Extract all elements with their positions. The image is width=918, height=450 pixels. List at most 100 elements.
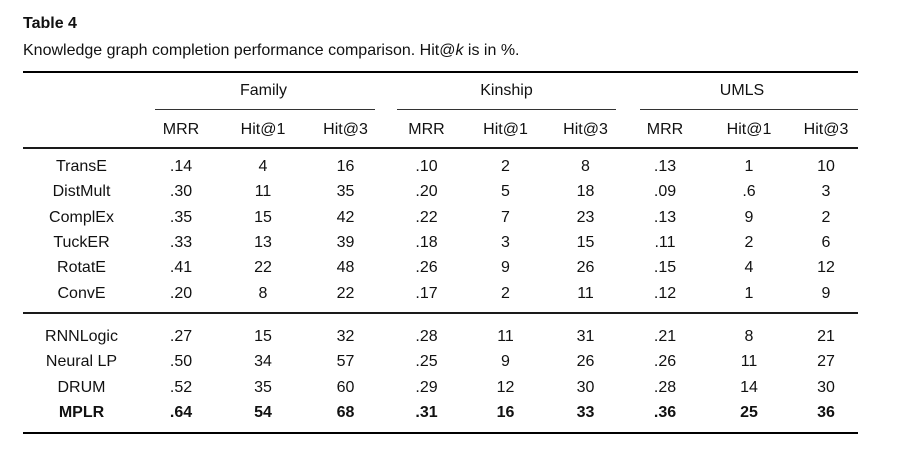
metric-value: .20 xyxy=(415,182,438,200)
metric-value: 39 xyxy=(336,233,355,251)
metric-value: 68 xyxy=(336,403,355,421)
metric-value: 9 xyxy=(821,284,831,302)
col-header-hit3: Hit@3 xyxy=(323,120,368,138)
metric-value: 31 xyxy=(576,327,595,345)
table-row: DRUM .52 35 60 .29 12 30 .28 14 30 xyxy=(23,375,858,400)
metric-value: 8 xyxy=(258,284,268,302)
metric-value: .26 xyxy=(415,258,438,276)
sub-header-row: MRR Hit@1 Hit@3 MRR Hit@1 Hit@3 MRR Hit@… xyxy=(23,111,858,148)
metric-value: 35 xyxy=(336,182,355,200)
metric-value: .17 xyxy=(415,284,438,302)
metric-value: 27 xyxy=(817,352,835,370)
table-row: TransE .14 4 16 .10 2 8 .13 1 10 xyxy=(23,154,858,179)
method-name: DistMult xyxy=(52,182,111,200)
metric-value: 2 xyxy=(744,233,754,251)
table-row: ConvE .20 8 22 .17 2 11 .12 1 9 xyxy=(23,281,858,306)
family-cmidrule xyxy=(155,109,375,110)
metric-value: 10 xyxy=(817,157,835,175)
metric-value: 15 xyxy=(254,327,272,345)
method-name: DRUM xyxy=(57,378,106,396)
col-header-hit1: Hit@1 xyxy=(726,120,772,138)
table-caption: Knowledge graph completion performance c… xyxy=(23,37,893,64)
table-row: RotatE .41 22 48 .26 9 26 .15 4 12 xyxy=(23,255,858,280)
method-name: MPLR xyxy=(58,403,105,421)
caption-italic-k: k xyxy=(455,42,464,59)
method-name: ConvE xyxy=(57,284,106,302)
metric-value: 4 xyxy=(744,258,754,276)
metric-value: .52 xyxy=(169,378,193,396)
metric-value: .35 xyxy=(169,208,193,226)
metric-value: 30 xyxy=(576,378,595,396)
method-name: RNNLogic xyxy=(45,327,118,345)
metric-value: 30 xyxy=(817,378,835,396)
table-caption-block: Table 4 Knowledge graph completion perfo… xyxy=(23,10,893,64)
metric-value: 3 xyxy=(821,182,831,200)
method-name: RotatE xyxy=(57,258,106,276)
method-name: TuckER xyxy=(53,233,110,251)
metric-value: .13 xyxy=(653,208,677,226)
metric-value: .33 xyxy=(169,233,193,251)
metric-value: 16 xyxy=(336,157,355,175)
metric-value: 26 xyxy=(576,352,595,370)
metric-value: 11 xyxy=(740,352,758,370)
metric-value: 15 xyxy=(254,208,272,226)
metric-value: 2 xyxy=(501,284,510,302)
metric-value: 1 xyxy=(744,284,754,302)
metric-value: 36 xyxy=(817,403,835,421)
metric-value: 60 xyxy=(336,378,355,396)
metric-value: 18 xyxy=(576,182,595,200)
metric-value: .20 xyxy=(169,284,193,302)
metric-value: 2 xyxy=(821,208,831,226)
metric-value: .31 xyxy=(415,403,438,421)
metric-value: .25 xyxy=(415,352,438,370)
group-header-row: Family Kinship UMLS xyxy=(23,74,858,108)
metric-value: 22 xyxy=(336,284,355,302)
header-rule xyxy=(23,147,858,149)
metric-value: 33 xyxy=(576,403,595,421)
metric-value: 21 xyxy=(817,327,835,345)
metric-value: 23 xyxy=(576,208,595,226)
metric-value: .26 xyxy=(653,352,677,370)
col-header-hit1: Hit@1 xyxy=(483,120,528,138)
table-title: Table 4 xyxy=(23,15,77,32)
table-row: ComplEx .35 15 42 .22 7 23 .13 9 2 xyxy=(23,205,858,230)
metric-value: .64 xyxy=(169,403,193,421)
metric-value: 11 xyxy=(577,284,594,302)
metric-value: 9 xyxy=(501,258,510,276)
metric-value: .29 xyxy=(415,378,438,396)
table-row: RNNLogic .27 15 32 .28 11 31 .21 8 21 xyxy=(23,324,858,349)
metric-value: .18 xyxy=(415,233,438,251)
col-header-hit3: Hit@3 xyxy=(803,120,849,138)
method-name: ComplEx xyxy=(49,208,114,226)
table-row: DistMult .30 11 35 .20 5 18 .09 .6 3 xyxy=(23,179,858,204)
metric-value: 48 xyxy=(336,258,355,276)
metric-value: .13 xyxy=(653,157,677,175)
metric-value: 22 xyxy=(254,258,272,276)
caption-text-before: Knowledge graph completion performance c… xyxy=(23,42,456,59)
metric-value: 35 xyxy=(254,378,272,396)
metric-value: 1 xyxy=(744,157,754,175)
metric-value: 5 xyxy=(501,182,510,200)
col-header-mrr: MRR xyxy=(646,120,684,138)
metric-value: .22 xyxy=(415,208,438,226)
metric-value: 8 xyxy=(744,327,754,345)
group-header-umls: UMLS xyxy=(719,82,765,99)
metric-value: 12 xyxy=(817,258,835,276)
kinship-cmidrule xyxy=(397,109,616,110)
metric-value: 42 xyxy=(336,208,355,226)
metric-value: 6 xyxy=(821,233,831,251)
method-name: Neural LP xyxy=(45,352,118,370)
metric-value: .36 xyxy=(653,403,677,421)
metric-value: 15 xyxy=(576,233,595,251)
metric-value: 9 xyxy=(744,208,754,226)
metric-value: .09 xyxy=(653,182,677,200)
metric-value: .21 xyxy=(653,327,677,345)
results-table: Family Kinship UMLS MRR Hit@1 Hit@3 MRR … xyxy=(23,71,858,435)
metric-value: 3 xyxy=(501,233,510,251)
umls-cmidrule xyxy=(640,109,858,110)
metric-value: 16 xyxy=(496,403,515,421)
metric-value: 11 xyxy=(254,182,272,200)
metric-value: 26 xyxy=(576,258,595,276)
table-row-highlight-mplr: MPLR .64 54 68 .31 16 33 .36 25 36 xyxy=(23,400,858,425)
metric-value: .10 xyxy=(415,157,438,175)
